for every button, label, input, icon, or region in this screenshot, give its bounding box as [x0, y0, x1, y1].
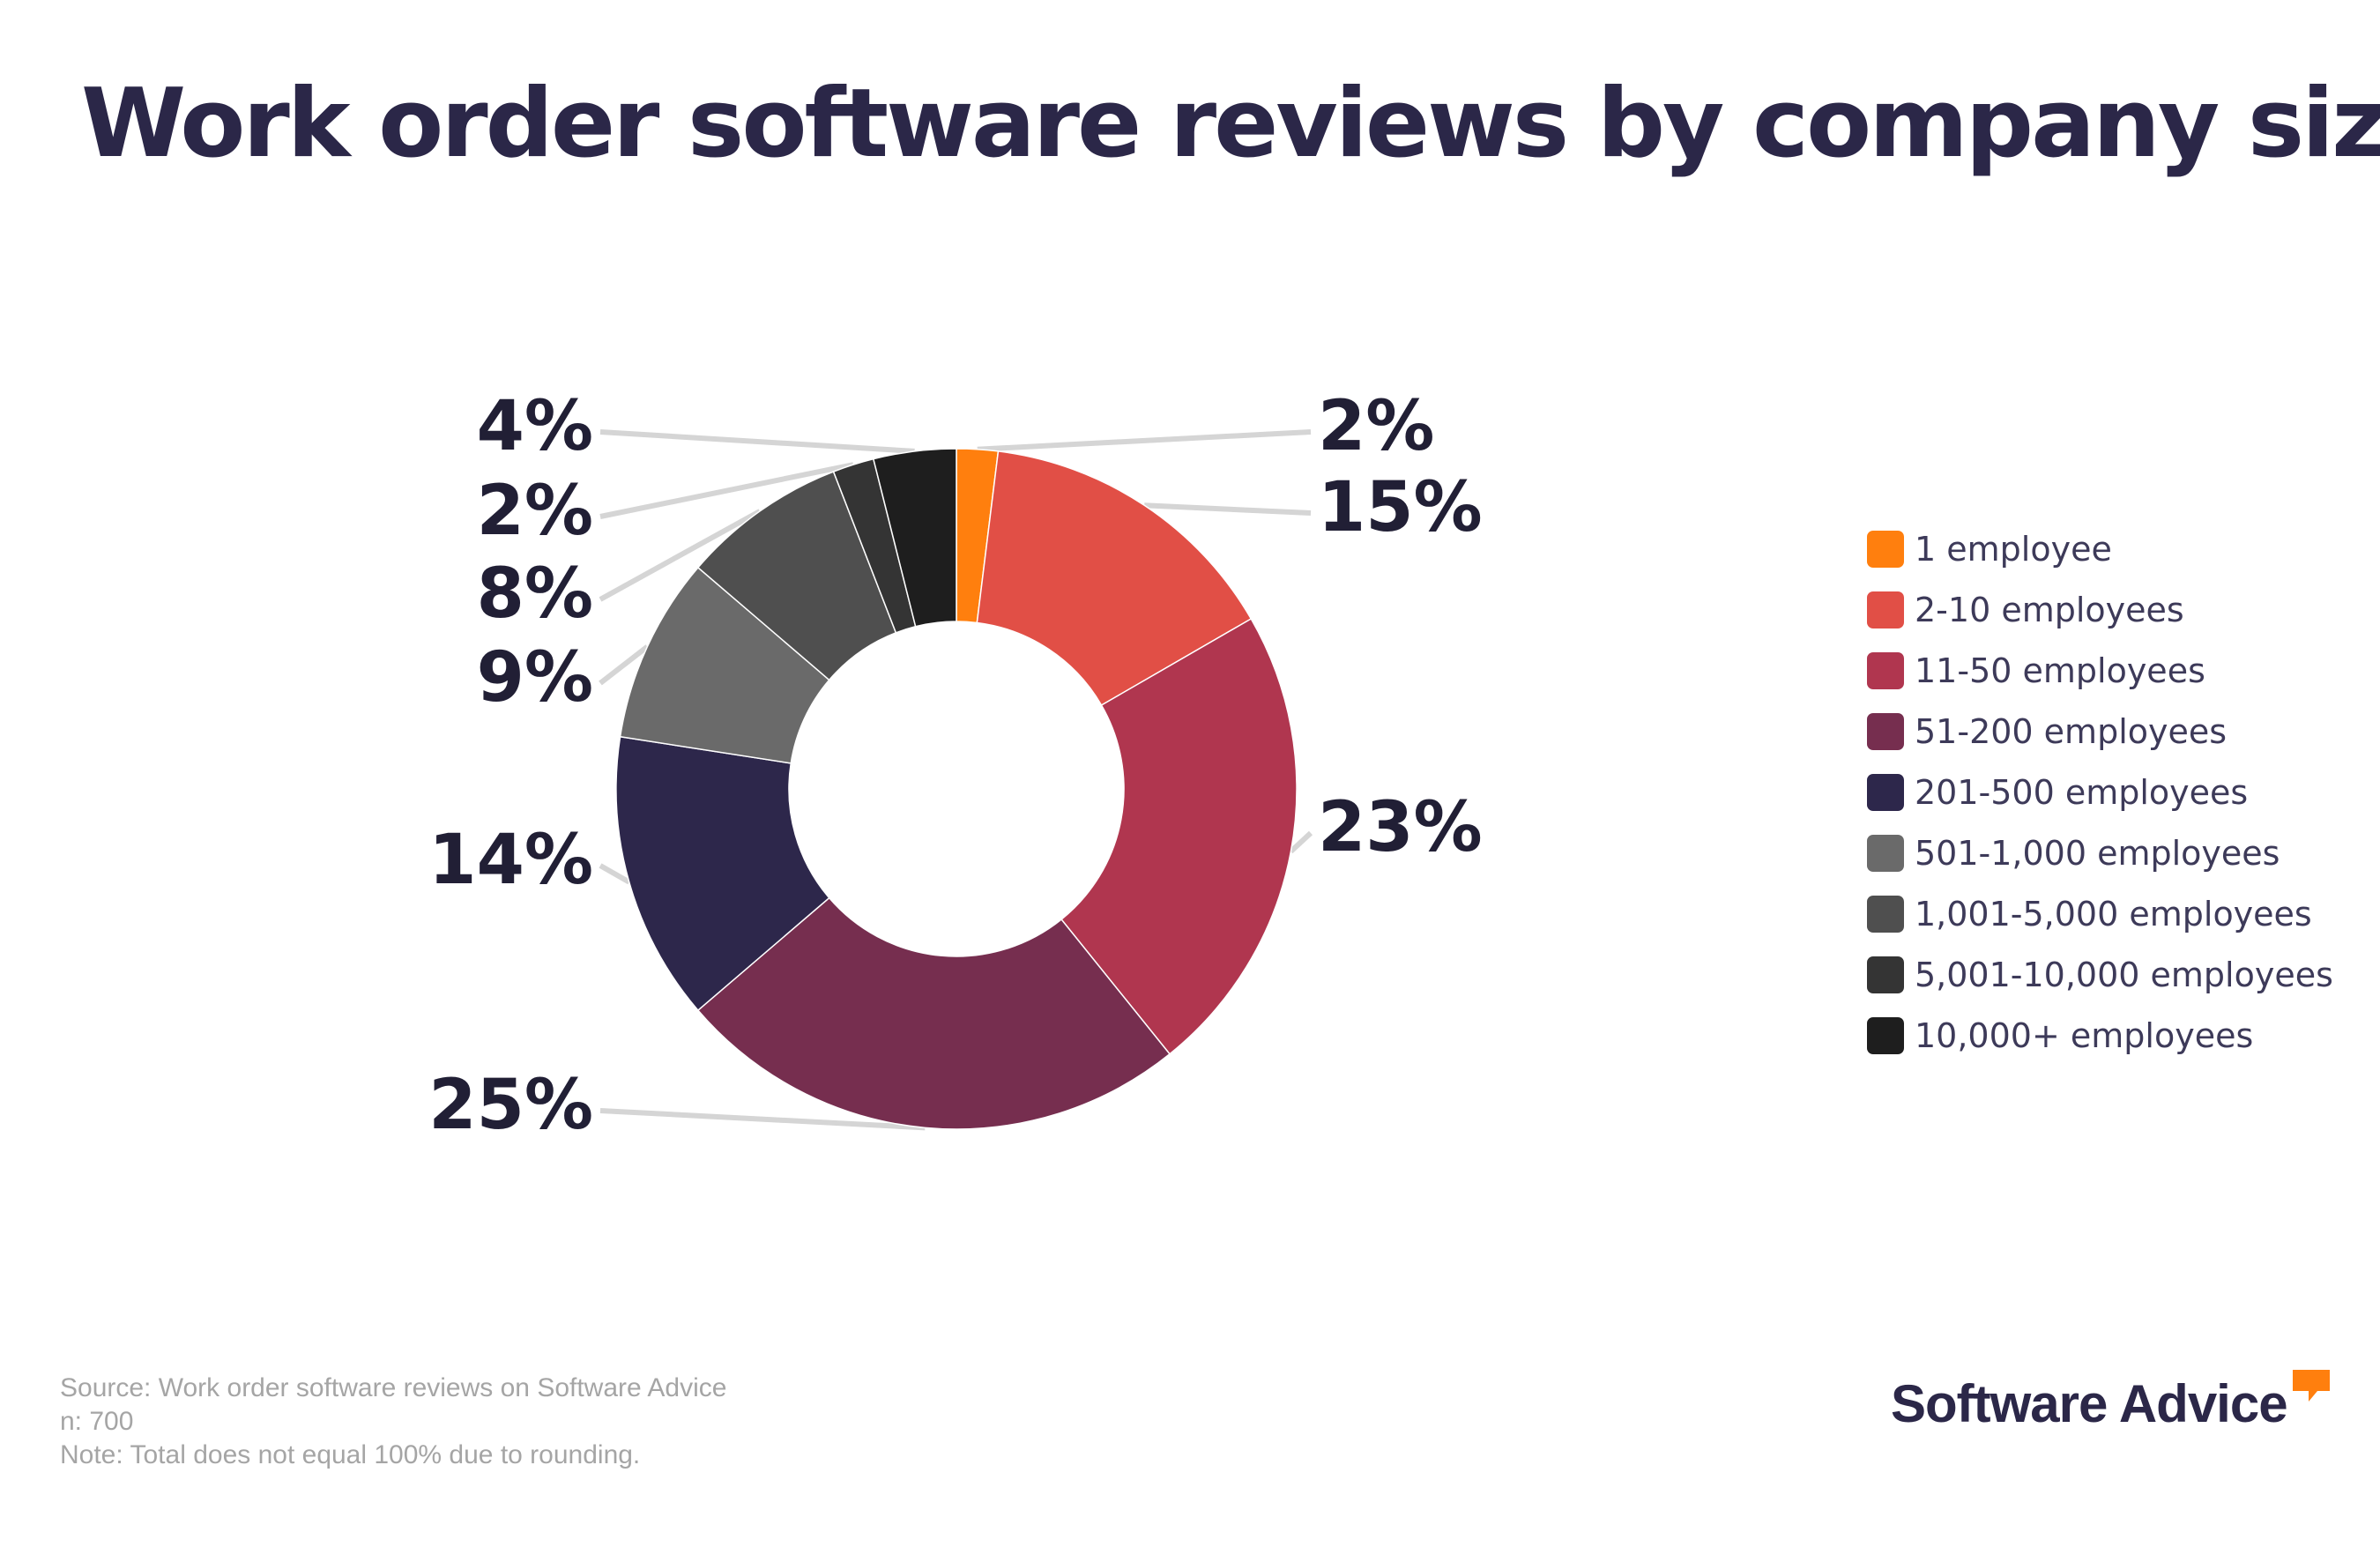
data-label-2: 23% [1318, 788, 1483, 867]
data-label-1: 15% [1318, 468, 1483, 547]
data-label-4: 14% [428, 821, 593, 900]
data-label-5: 9% [477, 638, 593, 718]
legend-label: 1,001-5,000 employees [1915, 894, 2312, 933]
donut-slice-4 [615, 735, 830, 1012]
legend-item: 201-500 employees [1867, 762, 2333, 822]
leader-line-2 [1289, 830, 1313, 854]
leader-line-7 [599, 462, 854, 519]
chart-title: Work order software reviews by company s… [81, 69, 2380, 179]
data-label-6: 8% [477, 554, 593, 634]
leader-line-5 [599, 644, 650, 686]
leader-line-6 [599, 509, 762, 602]
data-label-8: 4% [477, 387, 593, 466]
legend-label: 501-1,000 employees [1915, 833, 2280, 873]
legend-item: 2-10 employees [1867, 579, 2333, 640]
legend-swatch [1867, 530, 1904, 568]
legend: 1 employee 2-10 employees 11-50 employees 5… [1867, 518, 2333, 1066]
legend-item: 501-1,000 employees [1867, 822, 2333, 883]
rounding-note: Note: Total does not equal 100% due to r… [60, 1440, 641, 1469]
legend-label: 11-50 employees [1915, 651, 2205, 690]
legend-label: 2-10 employees [1915, 590, 2184, 629]
footnotes: Source: Work order software reviews on S… [60, 1372, 726, 1472]
leader-line-0 [977, 429, 1312, 452]
legend-item: 1 employee [1867, 518, 2333, 579]
data-label-0: 2% [1318, 387, 1434, 466]
legend-swatch [1867, 834, 1904, 872]
legend-swatch [1867, 773, 1904, 811]
donut-slice-3 [696, 896, 1171, 1130]
brand-name: Software Advice [1891, 1374, 2288, 1433]
donut-slice-1 [976, 450, 1253, 707]
data-labels: 2%15%23%25%14%9%8%2%4% [428, 387, 1482, 1145]
leader-line-8 [599, 429, 915, 454]
leader-lines [599, 429, 1313, 1131]
legend-swatch [1867, 956, 1904, 993]
legend-item: 5,001-10,000 employees [1867, 944, 2333, 1005]
legend-item: 1,001-5,000 employees [1867, 883, 2333, 944]
legend-swatch [1867, 591, 1904, 628]
donut-slice-8 [872, 448, 957, 628]
sample-size: n: 700 [60, 1407, 134, 1436]
source-note: Source: Work order software reviews on S… [60, 1373, 727, 1402]
legend-label: 5,001-10,000 employees [1915, 955, 2333, 994]
leader-line-1 [1144, 502, 1312, 516]
legend-swatch [1867, 895, 1904, 933]
software-advice-logo: Software Advice [1891, 1370, 2332, 1434]
donut-slice-2 [1060, 617, 1298, 1055]
legend-item: 11-50 employees [1867, 640, 2333, 701]
leader-line-3 [599, 1108, 926, 1131]
legend-label: 51-200 employees [1915, 711, 2228, 751]
leader-line-4 [599, 863, 631, 885]
donut-slices [615, 448, 1298, 1130]
legend-label: 10,000+ employees [1915, 1015, 2254, 1055]
legend-item: 51-200 employees [1867, 701, 2333, 762]
legend-item: 10,000+ employees [1867, 1005, 2333, 1066]
speech-bubble-icon [2292, 1370, 2330, 1402]
legend-swatch [1867, 651, 1904, 689]
legend-swatch [1867, 1016, 1904, 1054]
legend-label: 201-500 employees [1915, 772, 2249, 812]
legend-swatch [1867, 712, 1904, 750]
data-label-3: 25% [428, 1066, 593, 1145]
data-label-7: 2% [477, 472, 593, 551]
legend-label: 1 employee [1915, 529, 2112, 569]
